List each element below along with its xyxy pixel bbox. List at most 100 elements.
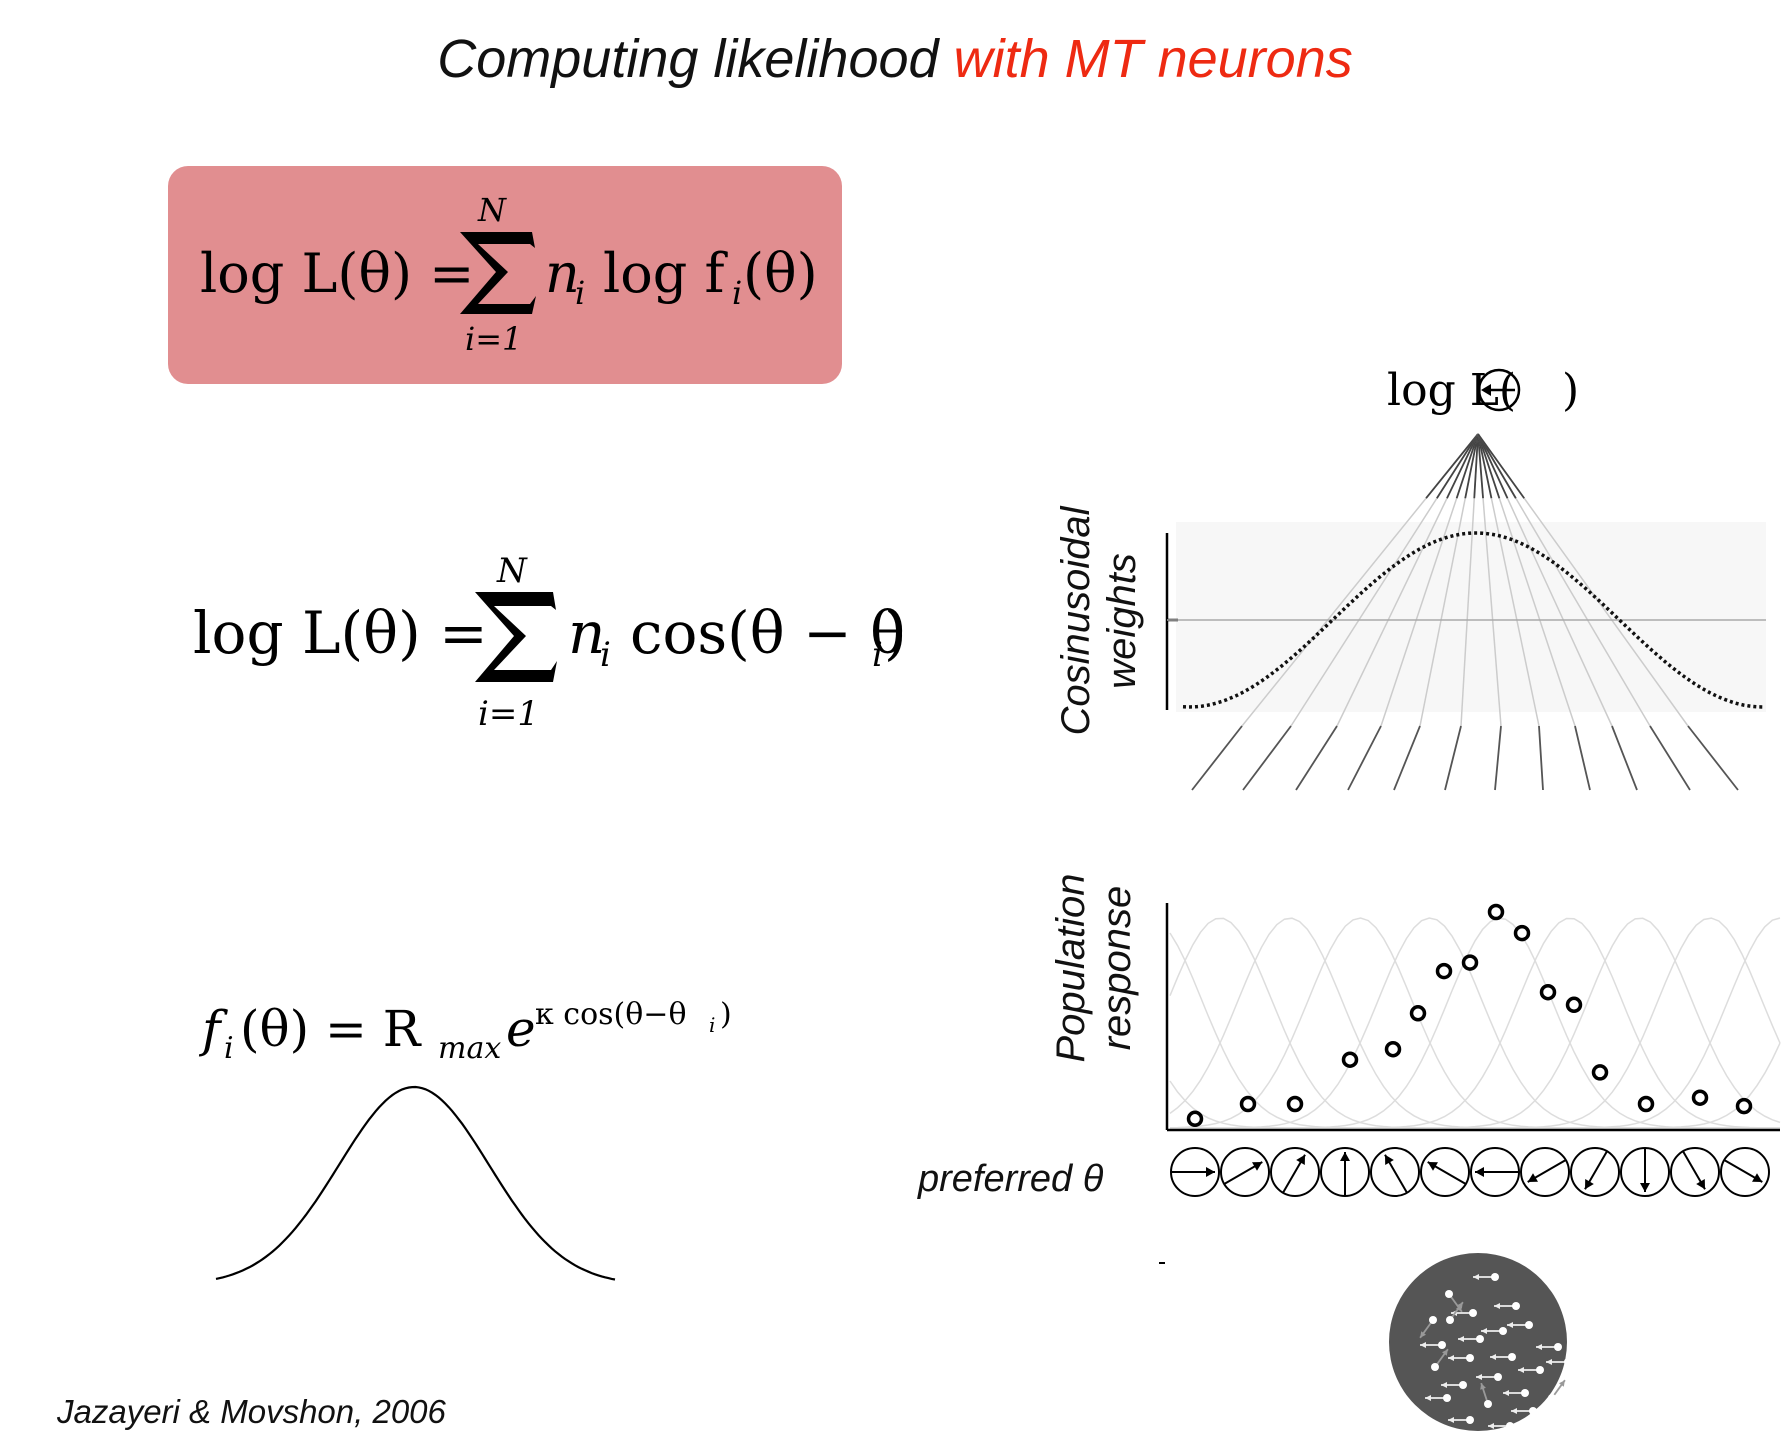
response-point xyxy=(1384,1040,1402,1058)
eq1-lhs: log L(θ) = xyxy=(200,242,474,305)
fan-line-top xyxy=(1477,433,1501,499)
eq1-lower: i=1 xyxy=(465,320,522,358)
fan-line-top xyxy=(1477,433,1493,499)
dot-motion-arrow xyxy=(1473,1274,1479,1280)
slide-title: Computing likelihood with MT neurons xyxy=(0,28,1790,90)
tuning-curve xyxy=(1169,917,1780,1129)
dot-motion-arrow xyxy=(1420,1331,1426,1338)
stimulus-dot xyxy=(1443,1394,1451,1402)
population-label-line2: response xyxy=(1095,885,1139,1051)
tuning-curve xyxy=(1170,917,1781,1129)
dot-motion-arrow xyxy=(1559,1380,1565,1387)
equation-cosine-likelihood: log L(θ) = N i=1 n i cos(θ − θ i ) xyxy=(193,551,907,734)
stimulus-dot xyxy=(1529,1407,1537,1415)
response-point xyxy=(1513,924,1531,942)
eq3-r-sub: max xyxy=(438,1031,501,1066)
tuning-curves xyxy=(1169,917,1781,1129)
eq1-f-sub: i xyxy=(732,274,742,312)
eq1-n-sub: i xyxy=(575,274,585,312)
fan-line-dark xyxy=(1494,725,1502,791)
equation-log-likelihood: log L(θ) = N i=1 n i log f i (θ) xyxy=(200,191,818,358)
stimulus-dot xyxy=(1525,1321,1533,1329)
fan-line-top xyxy=(1436,433,1479,499)
tuning-curve xyxy=(1170,1042,1781,1129)
stimulus-dot xyxy=(1564,1358,1572,1366)
likelihood-diagram: log L( ) xyxy=(1159,365,1781,1431)
eq2-n-sub: i xyxy=(600,635,611,675)
leftward-direction-icon xyxy=(1477,368,1521,412)
arrowhead-icon xyxy=(1640,1183,1650,1192)
dot-motion-arrow xyxy=(1536,1344,1542,1350)
fan-line-top xyxy=(1425,433,1479,499)
response-point xyxy=(1435,962,1453,980)
response-point xyxy=(1691,1089,1709,1106)
fan-line-top xyxy=(1455,433,1479,499)
arrowhead-icon xyxy=(1340,1152,1350,1161)
dot-motion-arrow xyxy=(1481,1328,1487,1334)
dot-motion-arrow xyxy=(1458,1336,1464,1342)
eq1-n: n xyxy=(545,242,580,305)
response-point xyxy=(1239,1095,1257,1113)
fan-line-dark xyxy=(1295,725,1338,791)
loglik-label-end: ) xyxy=(1562,365,1579,416)
arrowhead-icon xyxy=(1427,1162,1438,1171)
equation-tuning-curve: f i (θ) = R max e κ cos(θ−θ i ) xyxy=(198,997,732,1066)
eq2-sum-symbol xyxy=(475,592,557,682)
fan-line-top xyxy=(1473,433,1479,499)
eq1-theta: (θ) xyxy=(743,242,818,305)
response-point xyxy=(1186,1110,1204,1128)
fan-line-dark xyxy=(1574,725,1591,791)
stimulus-dot xyxy=(1491,1273,1499,1281)
stimulus-dot xyxy=(1484,1400,1492,1408)
stimulus-dot xyxy=(1438,1341,1446,1349)
fan-line-dark xyxy=(1191,725,1243,791)
dot-motion-arrow xyxy=(1494,1303,1500,1309)
stimulus-dot xyxy=(1494,1373,1502,1381)
dot-motion-arrow xyxy=(1507,1322,1513,1328)
response-point xyxy=(1735,1097,1753,1115)
fan-line-top xyxy=(1477,433,1509,499)
response-point xyxy=(1637,1095,1655,1113)
response-point xyxy=(1565,996,1583,1014)
population-response-points xyxy=(1186,903,1753,1128)
eq2-theta-sub: i xyxy=(872,635,883,675)
eq3-f-sub: i xyxy=(224,1031,234,1066)
eq2-lower: i=1 xyxy=(478,694,539,734)
dot-motion-arrow xyxy=(1457,1302,1463,1309)
fan-line-top xyxy=(1446,433,1479,499)
tuning-curve xyxy=(1170,917,1780,1129)
tuning-curve xyxy=(1170,917,1780,1129)
eq2-upper: N xyxy=(496,551,528,591)
dot-motion-arrow xyxy=(1518,1367,1524,1373)
arrowhead-icon xyxy=(1752,1173,1763,1182)
dot-motion-arrow xyxy=(1425,1395,1431,1401)
stimulus-dot xyxy=(1466,1416,1474,1424)
tuning-curve xyxy=(1170,917,1781,1129)
tuning-curve xyxy=(1170,917,1780,1129)
fan-line-dark xyxy=(1393,725,1421,791)
weights-label-line1: Cosinusoidal xyxy=(1054,506,1098,736)
preferred-theta-label: preferred θ xyxy=(918,1158,1104,1200)
dot-motion-arrow xyxy=(1488,1423,1494,1429)
preferred-direction-icons xyxy=(1170,1147,1770,1197)
population-axis-label: Population response xyxy=(1048,858,1140,1078)
leftward-arrow-head xyxy=(1481,384,1491,396)
citation: Jazayeri & Movshon, 2006 xyxy=(57,1393,446,1430)
fan-line-dark xyxy=(1538,725,1544,791)
stimulus-dot xyxy=(1429,1316,1437,1324)
stimulus-dot xyxy=(1466,1354,1474,1362)
stimulus-dot xyxy=(1548,1394,1556,1402)
fan-line-top xyxy=(1477,433,1517,499)
weights-label-line2: weights xyxy=(1100,553,1144,689)
eq3-exp-close: ) xyxy=(720,997,732,1032)
stimulus-dot xyxy=(1554,1343,1562,1351)
stimulus-dot xyxy=(1499,1327,1507,1335)
eq1-upper: N xyxy=(477,191,507,229)
dot-motion-arrow xyxy=(1442,1349,1448,1356)
arrowhead-icon xyxy=(1475,1167,1484,1177)
fan-line-dark xyxy=(1444,725,1462,791)
eq3-theta-eq: (θ) = R xyxy=(240,1000,422,1058)
dot-motion-arrow xyxy=(1546,1359,1552,1365)
arrowhead-icon xyxy=(1385,1154,1394,1165)
stimulus-dot xyxy=(1459,1381,1467,1389)
